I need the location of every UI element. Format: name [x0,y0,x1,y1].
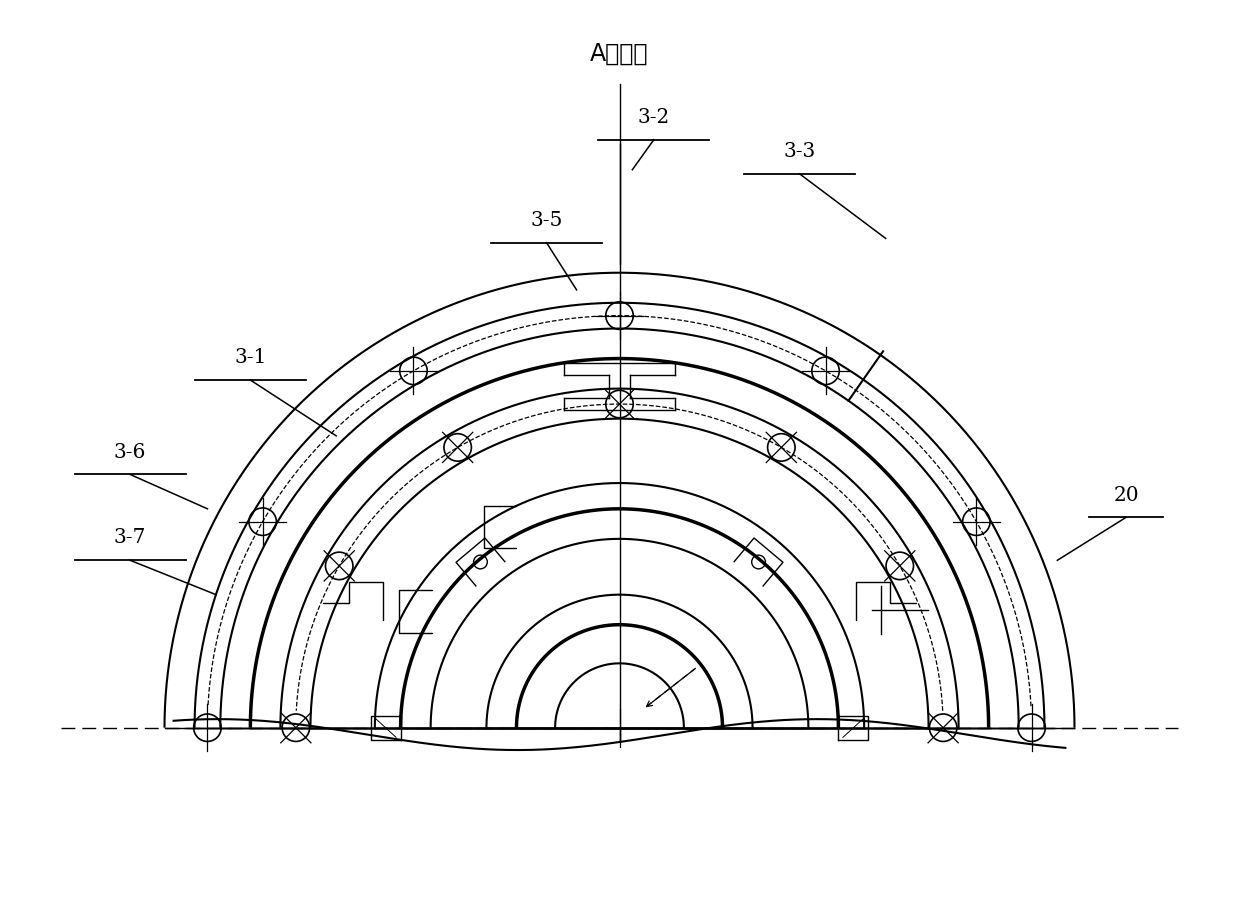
Text: 3-2: 3-2 [638,108,670,127]
Text: 3-7: 3-7 [114,528,146,547]
Text: 3-5: 3-5 [530,211,563,230]
Text: 3-6: 3-6 [114,443,146,461]
Text: 3-3: 3-3 [783,142,817,161]
Text: 3-1: 3-1 [234,348,266,367]
Text: A向视图: A向视图 [590,42,649,66]
Text: 20: 20 [1113,486,1139,505]
